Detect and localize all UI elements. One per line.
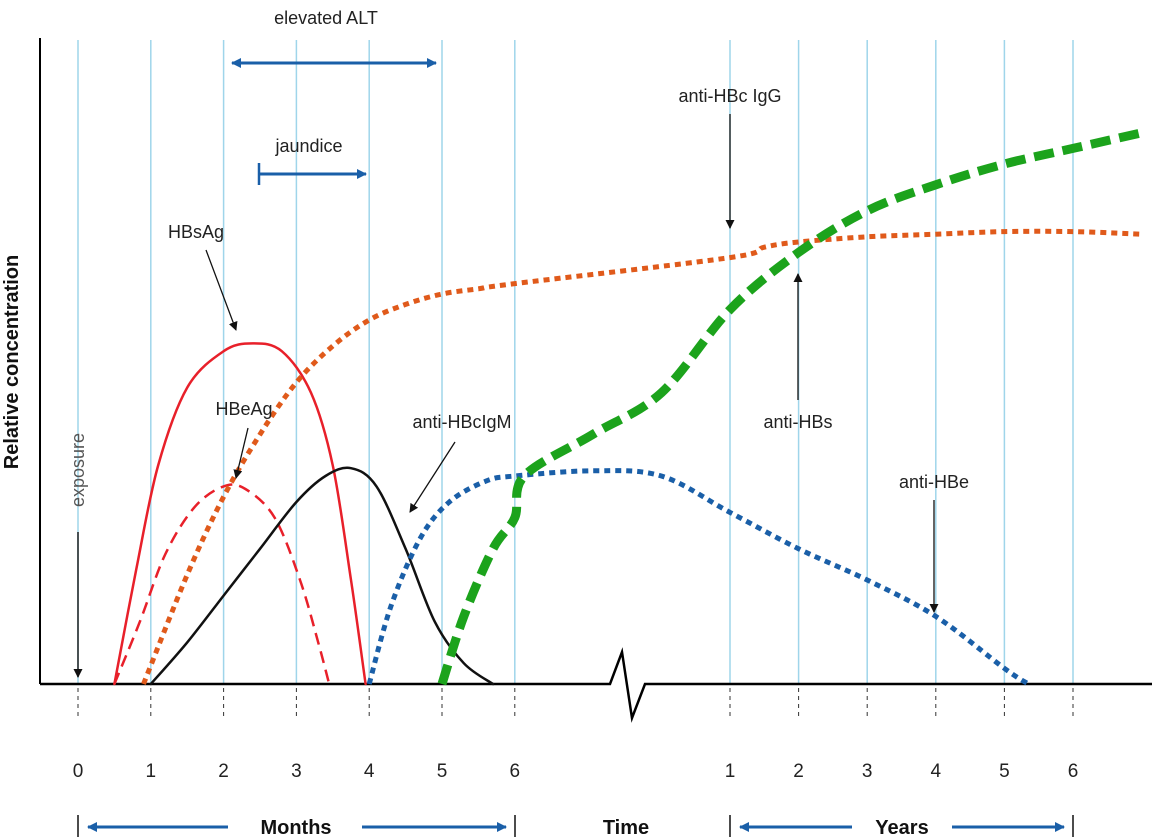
pointer-hbsag bbox=[205, 249, 238, 331]
curve-anti-hbc-igg bbox=[141, 228, 1142, 685]
label-anti-hbc-igm: anti-HBcIgM bbox=[412, 412, 511, 432]
tick-label-month-2: 2 bbox=[218, 761, 229, 782]
tick-label-year-5: 5 bbox=[999, 761, 1010, 782]
x-axis-line bbox=[40, 647, 1152, 723]
tick-label-month-1: 1 bbox=[146, 761, 157, 782]
tick-label-month-3: 3 bbox=[291, 761, 302, 782]
tick-label-month-5: 5 bbox=[437, 761, 448, 782]
label-anti-hbe: anti-HBe bbox=[899, 472, 969, 492]
y-axis-label: Relative concentration bbox=[1, 255, 23, 470]
tick-label-month-0: 0 bbox=[73, 761, 84, 782]
curve-anti-hbe bbox=[366, 468, 1030, 687]
tick-label-year-2: 2 bbox=[793, 761, 804, 782]
years-label: Years bbox=[875, 817, 928, 837]
jaundice-label: jaundice bbox=[274, 136, 342, 156]
curve-anti-hbcigm bbox=[149, 466, 495, 686]
exposure-label: exposure bbox=[68, 433, 88, 507]
tick-label-year-3: 3 bbox=[862, 761, 873, 782]
time-scale: Months Time Years bbox=[77, 815, 1074, 837]
tick-label-year-4: 4 bbox=[931, 761, 942, 782]
label-anti-hbc-igg: anti-HBc IgG bbox=[678, 86, 781, 106]
label-hbeag: HBeAg bbox=[215, 399, 272, 419]
label-anti-hbs: anti-HBs bbox=[763, 412, 832, 432]
x-tick-labels: 0 1 2 3 4 5 6 1 2 3 4 5 6 bbox=[73, 761, 1079, 782]
tick-label-year-1: 1 bbox=[725, 761, 736, 782]
curve-hbeag bbox=[113, 483, 331, 685]
months-label: Months bbox=[260, 817, 331, 837]
curve-hbsag bbox=[113, 342, 367, 686]
label-hbsag: HBsAg bbox=[168, 222, 224, 242]
vertical-gridlines bbox=[77, 40, 1074, 720]
pointer-anti-hbc-igm bbox=[409, 441, 456, 513]
tick-label-month-6: 6 bbox=[510, 761, 521, 782]
tick-label-month-4: 4 bbox=[364, 761, 375, 782]
curve-anti-hbs bbox=[437, 128, 1143, 686]
series-curves bbox=[113, 128, 1143, 687]
elevated-alt-label: elevated ALT bbox=[274, 8, 378, 28]
tick-label-year-6: 6 bbox=[1068, 761, 1079, 782]
time-label: Time bbox=[603, 817, 649, 837]
pointer-hbeag bbox=[233, 427, 249, 479]
